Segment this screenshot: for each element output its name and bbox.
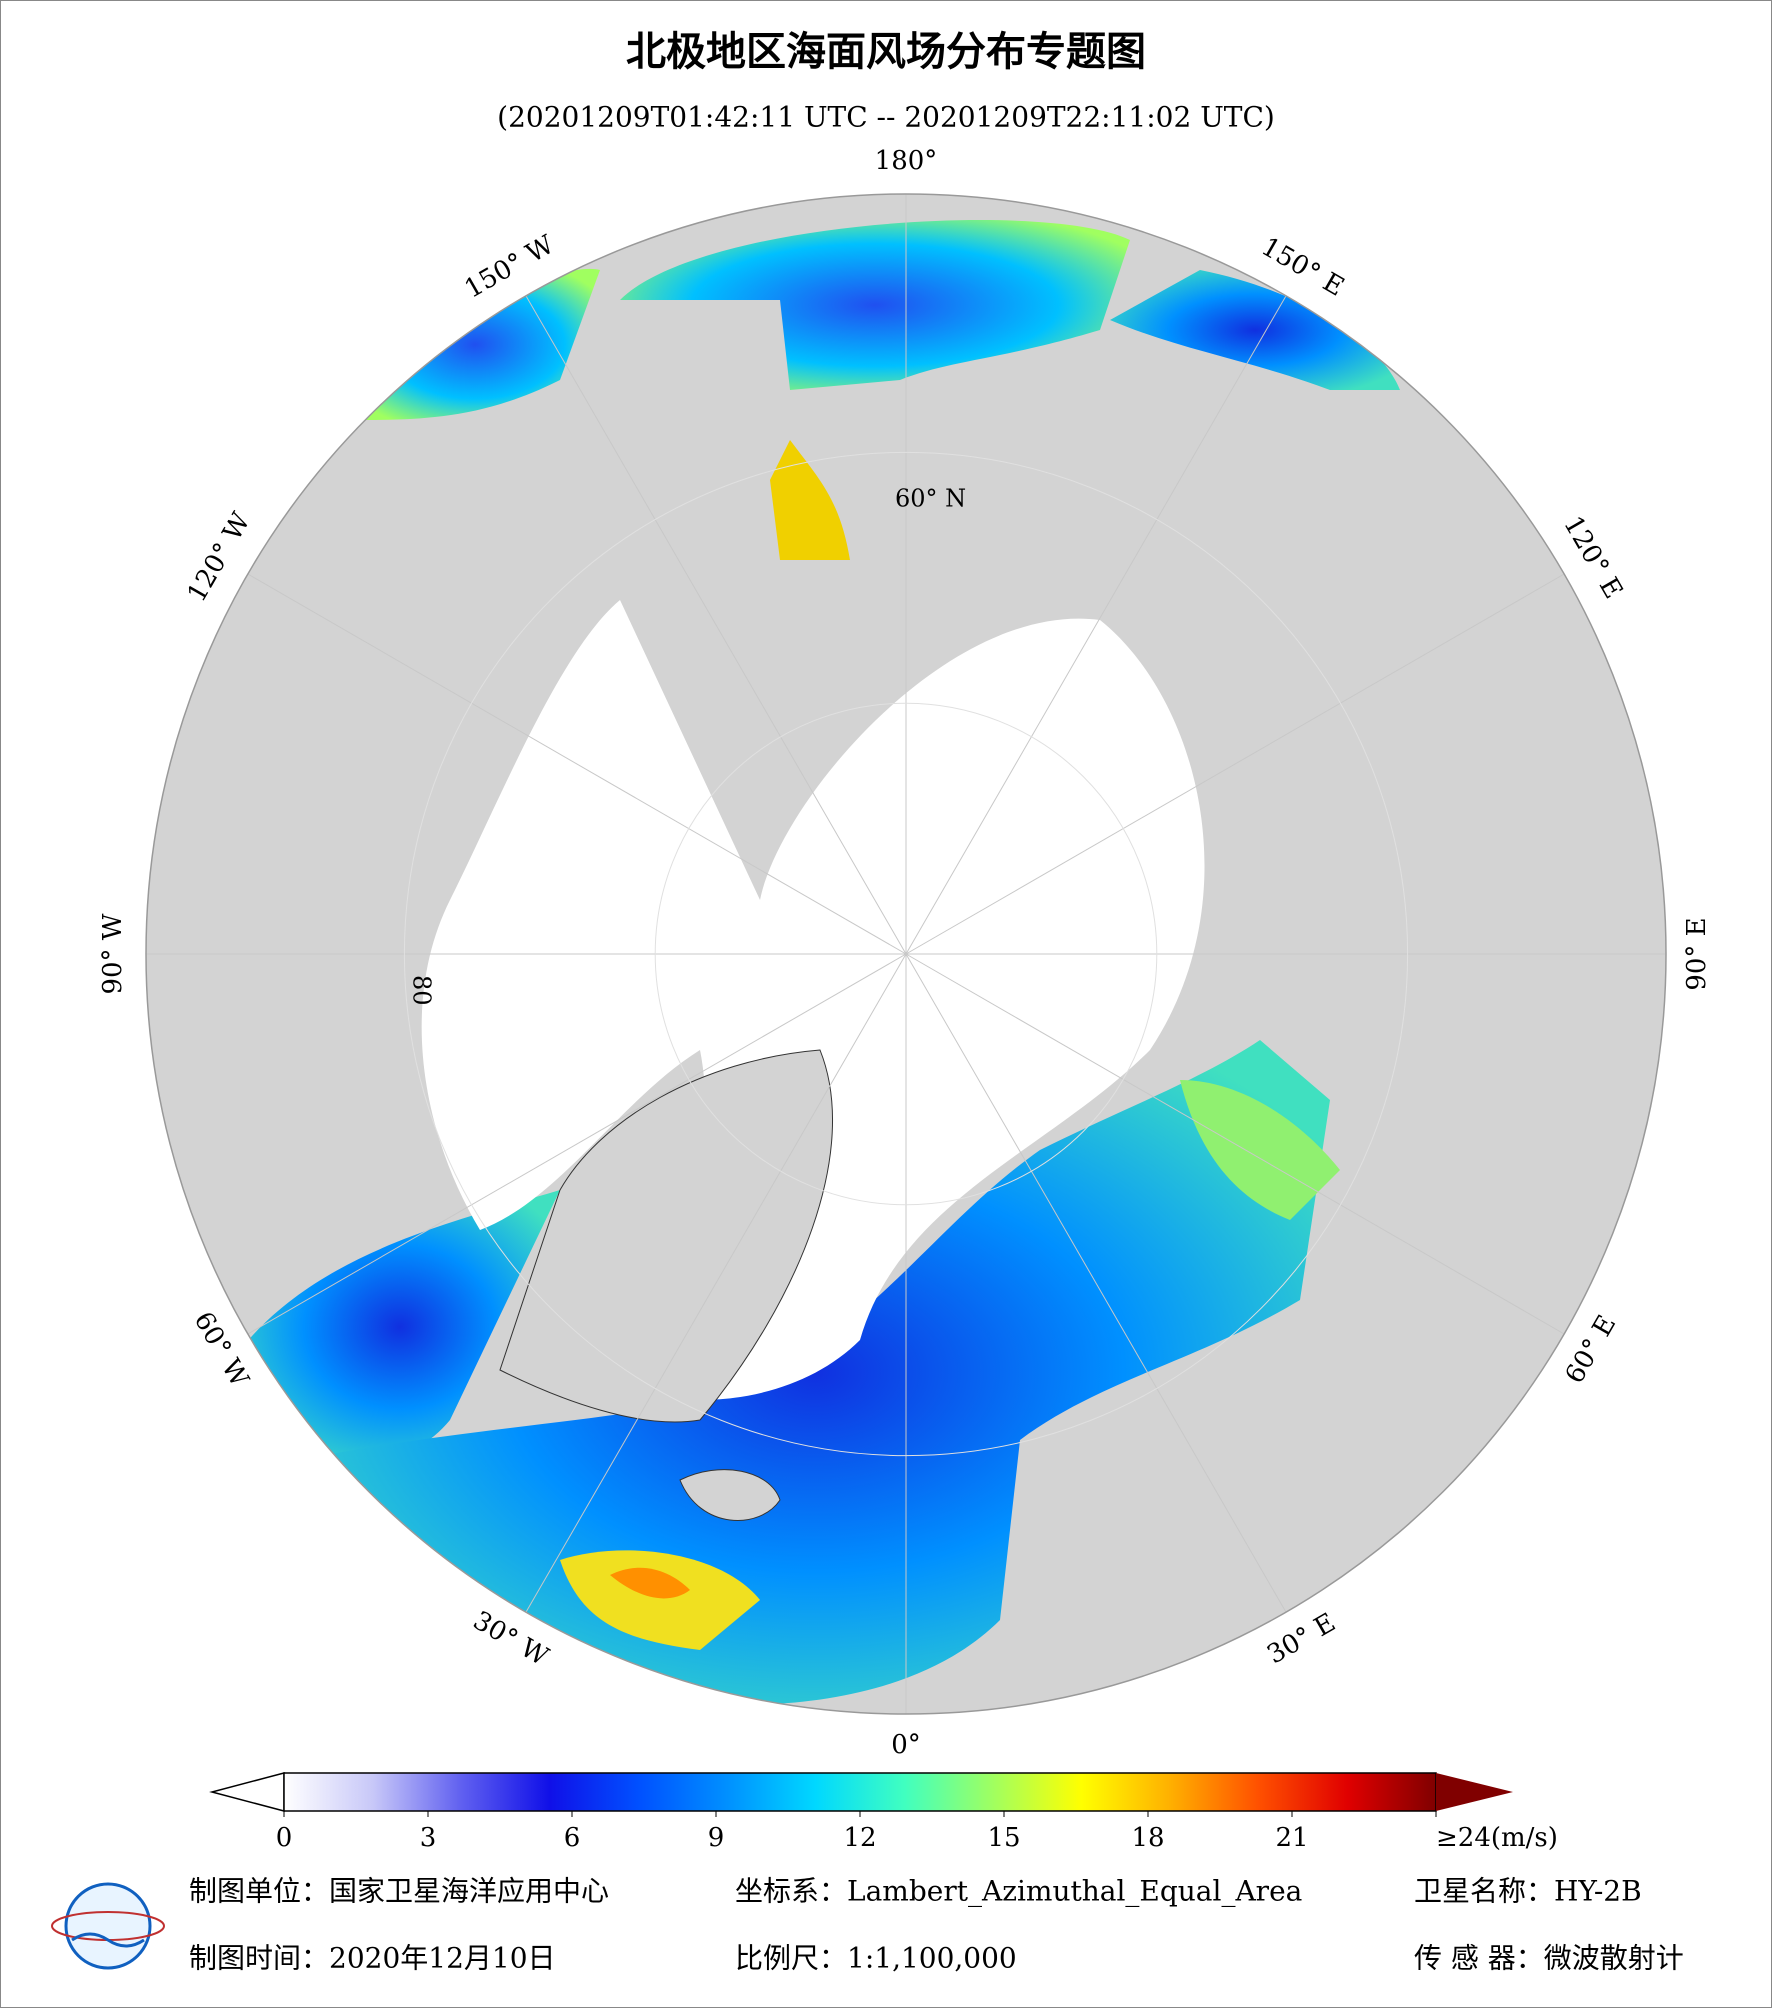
title: 北极地区海面风场分布专题图 [626,29,1146,75]
greenland [499,1049,833,1423]
colorbar-tick-label: 9 [708,1823,725,1853]
map-border [145,193,1667,1715]
wind-okhotsk [1110,270,1400,390]
graticule [146,194,1666,1714]
meridian [525,953,907,1613]
colorbar-over [1436,1773,1513,1811]
meridian [247,573,907,955]
colorbar-tick-label: 21 [1275,1823,1308,1853]
lat-label: 80 [408,975,436,1006]
colorbar-gradient [283,1772,1437,1812]
wind-iceland-south [560,1550,760,1650]
meridian [905,953,1565,1335]
logo [51,1882,165,1970]
colorbar-tick-label: 3 [420,1823,437,1853]
wind-labrador [240,1190,560,1464]
footer-unit: 制图单位：国家卫星海洋应用中心 [189,1875,609,1908]
colorbar-tick-label: 12 [843,1823,876,1853]
iceland [679,1469,781,1521]
footer-scale: 比例尺：1:1,100,000 [735,1942,1017,1975]
wind-strong [610,1567,690,1599]
footer-date: 制图时间：2020年12月10日 [189,1942,556,1975]
lon-label: 0° [891,1730,921,1760]
wind-bering [620,220,1130,390]
parallel [403,451,1409,1457]
meridian [905,953,1287,1613]
colorbar-tick-label: ≥24(m/s) [1436,1823,1558,1853]
meridian [525,295,907,955]
colorbar-tick-label: 15 [987,1823,1020,1853]
footer-projection: 坐标系：Lambert_Azimuthal_Equal_Area [735,1875,1302,1908]
lon-label: 90° E [1682,917,1712,990]
map [145,193,1667,1715]
colorbar-tick-label: 18 [1131,1823,1164,1853]
colorbar: 0 3 6 9 12 15 18 21 ≥24(m/s) [209,1772,1558,1853]
meridian [905,295,1287,955]
lat-label: 60° N [895,485,966,513]
lon-label: 180° [875,146,938,176]
colorbar-tick-label: 6 [564,1823,581,1853]
colorbar-tick-label: 0 [276,1823,293,1853]
footer-sensor: 传 感 器：微波散射计 [1414,1942,1684,1975]
meridian [247,953,907,1335]
subtitle: (20201209T01:42:11 UTC -- 20201209T22:11… [497,101,1275,134]
lon-label: 90° W [98,913,128,994]
colorbar-under [209,1772,285,1812]
wind-alaska [350,268,600,420]
sea-ice [421,600,1205,1400]
footer-satellite: 卫星名称：HY-2B [1414,1875,1642,1908]
footer: 制图单位：国家卫星海洋应用中心 坐标系：Lambert_Azimuthal_Eq… [51,1875,1684,1975]
wind-strait [770,440,850,560]
parallel [654,702,1158,1206]
meridian [905,573,1565,955]
wind-kara [1180,1080,1340,1220]
